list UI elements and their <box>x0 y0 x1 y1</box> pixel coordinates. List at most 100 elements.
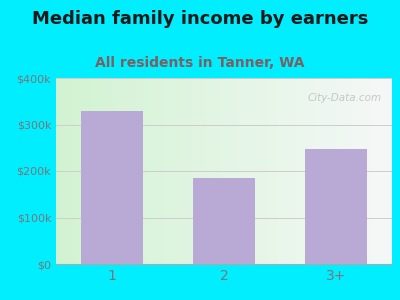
Bar <box>330 78 332 264</box>
Bar <box>58 78 59 264</box>
Bar <box>84 78 86 264</box>
Bar <box>148 78 150 264</box>
Bar <box>352 78 353 264</box>
Bar <box>158 78 160 264</box>
Text: City-Data.com: City-Data.com <box>308 93 382 103</box>
Bar <box>305 149 367 264</box>
Text: All residents in Tanner, WA: All residents in Tanner, WA <box>95 56 305 70</box>
Bar <box>325 78 326 264</box>
Bar <box>313 78 315 264</box>
Bar <box>342 78 343 264</box>
Bar <box>310 78 311 264</box>
Bar <box>234 78 236 264</box>
Bar <box>268 78 269 264</box>
Bar <box>135 78 137 264</box>
Bar <box>241 78 242 264</box>
Bar <box>206 78 207 264</box>
Bar <box>303 78 305 264</box>
Bar <box>108 78 110 264</box>
Bar <box>78 78 80 264</box>
Bar <box>347 78 348 264</box>
Bar <box>209 78 210 264</box>
Bar <box>293 78 294 264</box>
Bar <box>66 78 68 264</box>
Bar <box>95 78 96 264</box>
Bar <box>200 78 202 264</box>
Bar <box>170 78 172 264</box>
Bar <box>367 78 368 264</box>
Bar <box>116 78 118 264</box>
Bar <box>112 78 113 264</box>
Bar <box>226 78 227 264</box>
Bar <box>384 78 385 264</box>
Bar <box>362 78 364 264</box>
Bar <box>248 78 249 264</box>
Bar <box>283 78 284 264</box>
Bar <box>118 78 120 264</box>
Bar <box>196 78 197 264</box>
Bar <box>336 78 338 264</box>
Bar <box>216 78 217 264</box>
Bar <box>246 78 248 264</box>
Bar <box>199 78 200 264</box>
Bar <box>110 78 112 264</box>
Bar <box>221 78 222 264</box>
Bar <box>254 78 256 264</box>
Bar <box>86 78 88 264</box>
Bar <box>214 78 216 264</box>
Bar <box>93 78 95 264</box>
Bar <box>100 78 101 264</box>
Bar <box>174 78 175 264</box>
Bar <box>184 78 185 264</box>
Bar <box>125 78 126 264</box>
Bar <box>278 78 280 264</box>
Bar <box>300 78 301 264</box>
Bar <box>194 78 196 264</box>
Bar <box>140 78 142 264</box>
Bar <box>318 78 320 264</box>
Bar <box>229 78 231 264</box>
Bar <box>389 78 390 264</box>
Bar <box>202 78 204 264</box>
Bar <box>70 78 71 264</box>
Bar <box>374 78 375 264</box>
Bar <box>377 78 378 264</box>
Bar <box>365 78 367 264</box>
Bar <box>133 78 135 264</box>
Bar <box>185 78 187 264</box>
Bar <box>322 78 323 264</box>
Bar <box>189 78 190 264</box>
Bar <box>83 78 84 264</box>
Bar <box>143 78 145 264</box>
Bar <box>128 78 130 264</box>
Bar <box>301 78 303 264</box>
Bar <box>197 78 199 264</box>
Bar <box>164 78 165 264</box>
Bar <box>269 78 271 264</box>
Bar <box>232 78 234 264</box>
Bar <box>290 78 291 264</box>
Bar <box>120 78 122 264</box>
Bar <box>101 78 103 264</box>
Bar <box>305 78 306 264</box>
Bar <box>177 78 179 264</box>
Bar <box>96 78 98 264</box>
Bar <box>167 78 168 264</box>
Bar <box>316 78 318 264</box>
Bar <box>160 78 162 264</box>
Bar <box>217 78 219 264</box>
Text: Median family income by earners: Median family income by earners <box>32 11 368 28</box>
Bar <box>168 78 170 264</box>
Bar <box>61 78 63 264</box>
Bar <box>355 78 357 264</box>
Bar <box>152 78 154 264</box>
Bar <box>236 78 238 264</box>
Bar <box>348 78 350 264</box>
Bar <box>155 78 157 264</box>
Bar <box>192 78 194 264</box>
Bar <box>333 78 335 264</box>
Bar <box>76 78 78 264</box>
Bar <box>264 78 266 264</box>
Bar <box>190 78 192 264</box>
Bar <box>172 78 174 264</box>
